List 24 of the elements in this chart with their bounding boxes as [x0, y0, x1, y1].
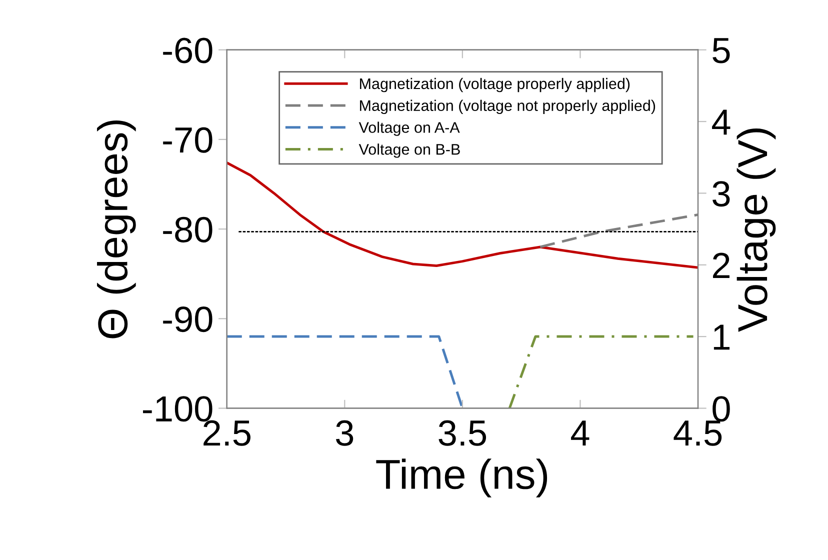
x-axis-title: Time (ns)	[376, 458, 548, 498]
x-tick-label: 4	[571, 420, 590, 446]
legend-label: Magnetization (voltage not properly applied)	[360, 100, 656, 114]
x-tick-label: 3	[336, 420, 354, 446]
y2-tick-label: 2	[713, 252, 730, 278]
y-tick-label: -100	[143, 396, 212, 422]
y2-axis-title: Voltage (V)	[736, 128, 776, 332]
y-tick-label: -90	[163, 306, 212, 332]
y-tick-label: -60	[163, 38, 212, 64]
x-tick-label: 2.5	[204, 420, 250, 446]
y2-tick-label: 5	[712, 38, 730, 64]
y2-tick-label: 3	[712, 181, 730, 207]
x-tick-label: 3.5	[438, 420, 486, 446]
x-tick-label: 4.5	[674, 420, 722, 446]
y-tick-label: -80	[163, 216, 212, 242]
y-tick-label: -70	[163, 127, 212, 153]
y-axis-title: Θ (degrees)	[97, 120, 136, 338]
y2-tick-label: 1	[714, 324, 730, 350]
legend-label: Voltage on B-B	[358, 144, 460, 158]
y2-tick-label: 4	[712, 110, 730, 135]
legend-label: Voltage on A-A	[358, 122, 460, 136]
legend-label: Magnetization (voltage properly applied)	[360, 78, 630, 92]
y2-tick-label: 0	[712, 396, 730, 422]
line-series	[226, 161, 698, 269]
